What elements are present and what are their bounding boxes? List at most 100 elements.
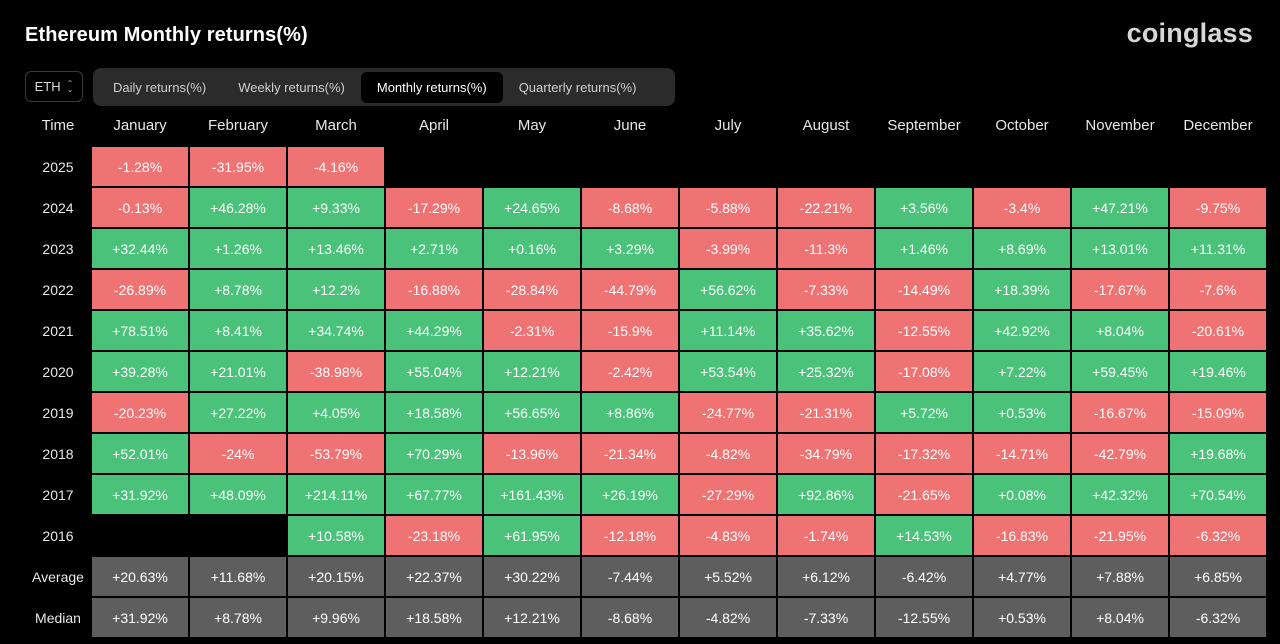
return-cell: -8.68% bbox=[581, 187, 679, 228]
empty-cell bbox=[1169, 146, 1267, 187]
return-cell: -3.4% bbox=[973, 187, 1071, 228]
coin-select-value: ETH bbox=[34, 79, 61, 94]
return-cell: +52.01% bbox=[91, 433, 189, 474]
page-title: Ethereum Monthly returns(%) bbox=[25, 24, 308, 46]
month-header: June bbox=[613, 117, 647, 134]
year-label: 2018 bbox=[42, 445, 74, 462]
return-cell: +42.32% bbox=[1071, 474, 1169, 515]
stat-cell: -7.33% bbox=[777, 597, 875, 638]
return-cell: +13.46% bbox=[287, 228, 385, 269]
return-cell: -31.95% bbox=[189, 146, 287, 187]
stat-cell: +0.53% bbox=[973, 597, 1071, 638]
year-label: 2021 bbox=[42, 322, 74, 339]
return-cell: +24.65% bbox=[483, 187, 581, 228]
tab-weekly-returns[interactable]: Weekly returns(%) bbox=[238, 79, 345, 95]
return-cell: +21.01% bbox=[189, 351, 287, 392]
month-header: September bbox=[887, 117, 961, 134]
return-cell: -16.67% bbox=[1071, 392, 1169, 433]
stat-cell: -6.42% bbox=[875, 556, 973, 597]
tab-monthly-returns[interactable]: Monthly returns(%) bbox=[360, 71, 503, 103]
return-cell: +8.04% bbox=[1071, 310, 1169, 351]
return-cell: +5.72% bbox=[875, 392, 973, 433]
empty-cell bbox=[385, 146, 483, 187]
coin-select[interactable]: ETH ⌃ ⌄ bbox=[25, 71, 83, 102]
return-cell: -28.84% bbox=[483, 269, 581, 310]
return-cell: +2.71% bbox=[385, 228, 483, 269]
return-cell: -6.32% bbox=[1169, 515, 1267, 556]
return-cell: +18.58% bbox=[385, 392, 483, 433]
coinglass-logo: coinglass bbox=[1126, 18, 1253, 48]
returns-tabs: Daily returns(%) Weekly returns(%) Month… bbox=[93, 68, 675, 106]
return-cell: -16.83% bbox=[973, 515, 1071, 556]
return-cell: +19.68% bbox=[1169, 433, 1267, 474]
return-cell: -20.61% bbox=[1169, 310, 1267, 351]
return-cell: +10.58% bbox=[287, 515, 385, 556]
month-header: April bbox=[418, 117, 449, 134]
return-cell: +31.92% bbox=[91, 474, 189, 515]
month-header: July bbox=[714, 117, 742, 134]
return-cell: +9.33% bbox=[287, 187, 385, 228]
return-cell: +214.11% bbox=[287, 474, 385, 515]
return-cell: -24.77% bbox=[679, 392, 777, 433]
empty-cell bbox=[483, 146, 581, 187]
return-cell: -14.49% bbox=[875, 269, 973, 310]
return-cell: +46.28% bbox=[189, 187, 287, 228]
return-cell: +1.26% bbox=[189, 228, 287, 269]
return-cell: +70.29% bbox=[385, 433, 483, 474]
return-cell: -4.83% bbox=[679, 515, 777, 556]
return-cell: +59.45% bbox=[1071, 351, 1169, 392]
stat-cell: +9.96% bbox=[287, 597, 385, 638]
return-cell: -44.79% bbox=[581, 269, 679, 310]
stat-cell: +5.52% bbox=[679, 556, 777, 597]
month-header: December bbox=[1183, 117, 1253, 134]
empty-cell bbox=[189, 515, 287, 556]
year-label: 2024 bbox=[42, 199, 74, 216]
return-cell: +19.46% bbox=[1169, 351, 1267, 392]
return-cell: +7.22% bbox=[973, 351, 1071, 392]
return-cell: -27.29% bbox=[679, 474, 777, 515]
stat-cell: -6.32% bbox=[1169, 597, 1267, 638]
return-cell: +26.19% bbox=[581, 474, 679, 515]
return-cell: +11.14% bbox=[679, 310, 777, 351]
return-cell: -4.16% bbox=[287, 146, 385, 187]
return-cell: -16.88% bbox=[385, 269, 483, 310]
return-cell: -7.6% bbox=[1169, 269, 1267, 310]
month-header: August bbox=[802, 117, 850, 134]
return-cell: +3.29% bbox=[581, 228, 679, 269]
return-cell: -21.95% bbox=[1071, 515, 1169, 556]
tab-quarterly-returns[interactable]: Quarterly returns(%) bbox=[518, 79, 637, 95]
return-cell: -53.79% bbox=[287, 433, 385, 474]
return-cell: -17.08% bbox=[875, 351, 973, 392]
return-cell: -3.99% bbox=[679, 228, 777, 269]
return-cell: -12.18% bbox=[581, 515, 679, 556]
return-cell: +92.86% bbox=[777, 474, 875, 515]
return-cell: +67.77% bbox=[385, 474, 483, 515]
return-cell: +18.39% bbox=[973, 269, 1071, 310]
stat-cell: +8.04% bbox=[1071, 597, 1169, 638]
tab-daily-returns[interactable]: Daily returns(%) bbox=[113, 79, 207, 95]
return-cell: -24% bbox=[189, 433, 287, 474]
month-header: October bbox=[995, 117, 1049, 134]
empty-cell bbox=[581, 146, 679, 187]
return-cell: +12.21% bbox=[483, 351, 581, 392]
return-cell: +1.46% bbox=[875, 228, 973, 269]
stat-cell: +4.77% bbox=[973, 556, 1071, 597]
stat-row-label: Median bbox=[35, 609, 81, 626]
year-label: 2019 bbox=[42, 404, 74, 421]
return-cell: -0.13% bbox=[91, 187, 189, 228]
monthly-returns-table: Time January February March April May June July… bbox=[25, 105, 1267, 638]
return-cell: +42.92% bbox=[973, 310, 1071, 351]
stat-cell: +20.15% bbox=[287, 556, 385, 597]
updown-chevron-icon: ⌃ ⌄ bbox=[66, 78, 74, 94]
return-cell: +14.53% bbox=[875, 515, 973, 556]
stat-cell: +22.37% bbox=[385, 556, 483, 597]
return-cell: -17.67% bbox=[1071, 269, 1169, 310]
return-cell: -11.3% bbox=[777, 228, 875, 269]
empty-cell bbox=[1071, 146, 1169, 187]
return-cell: -13.96% bbox=[483, 433, 581, 474]
return-cell: +61.95% bbox=[483, 515, 581, 556]
return-cell: +8.78% bbox=[189, 269, 287, 310]
return-cell: +48.09% bbox=[189, 474, 287, 515]
return-cell: +53.54% bbox=[679, 351, 777, 392]
return-cell: -21.34% bbox=[581, 433, 679, 474]
